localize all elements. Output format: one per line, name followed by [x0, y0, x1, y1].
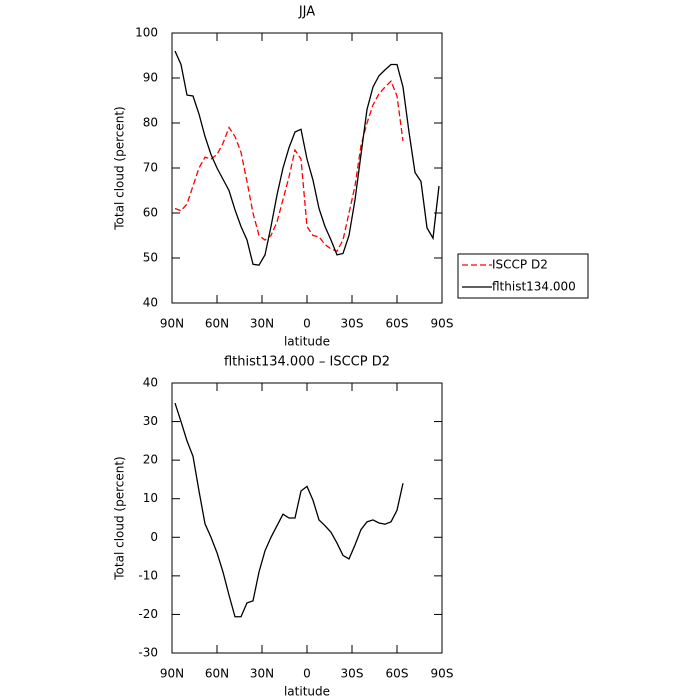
y-tick-label: 0: [150, 530, 158, 544]
plot-frame: [171, 382, 443, 654]
data-line: [174, 80, 404, 253]
y-tick-label: 100: [135, 26, 158, 40]
chart-title: flthist134.000 – ISCCP D2: [224, 355, 390, 370]
y-tick-label: -30: [138, 646, 158, 660]
x-axis-title: latitude: [284, 335, 330, 349]
y-tick-label: 40: [143, 296, 158, 310]
x-tick-label: 60S: [386, 317, 409, 331]
x-tick-label: 0: [303, 317, 311, 331]
y-tick-label: 80: [143, 116, 158, 130]
y-tick-label: 10: [143, 491, 158, 505]
x-tick-label: 60N: [205, 667, 229, 681]
y-tick-label: 40: [143, 376, 158, 390]
x-tick-label: 0: [303, 667, 311, 681]
legend-box: [457, 253, 589, 299]
x-tick-label: 30N: [250, 667, 274, 681]
chart-title: JJA: [298, 5, 315, 20]
x-tick-label: 90N: [160, 317, 184, 331]
x-tick-label: 60S: [386, 667, 409, 681]
y-tick-label: 50: [143, 251, 158, 265]
data-line: [174, 50, 440, 266]
y-tick-label: 70: [143, 161, 158, 175]
legend-label: ISCCP D2: [492, 258, 548, 272]
legend-label: flthist134.000: [492, 280, 576, 294]
x-tick-label: 90S: [431, 667, 454, 681]
y-axis-title: Total cloud (percent): [113, 456, 127, 580]
x-tick-label: 30S: [341, 317, 364, 331]
y-tick-label: -20: [138, 607, 158, 621]
y-tick-label: 20: [143, 453, 158, 467]
plot-frame: [171, 32, 443, 304]
x-tick-label: 90S: [431, 317, 454, 331]
x-axis-title: latitude: [284, 685, 330, 699]
x-tick-label: 60N: [205, 317, 229, 331]
x-tick-label: 30N: [250, 317, 274, 331]
x-tick-label: 90N: [160, 667, 184, 681]
y-tick-label: 90: [143, 71, 158, 85]
x-tick-label: 30S: [341, 667, 364, 681]
y-axis-title: Total cloud (percent): [113, 106, 127, 230]
y-tick-label: 30: [143, 414, 158, 428]
data-line: [174, 402, 404, 618]
y-tick-label: -10: [138, 568, 158, 582]
y-tick-label: 60: [143, 206, 158, 220]
